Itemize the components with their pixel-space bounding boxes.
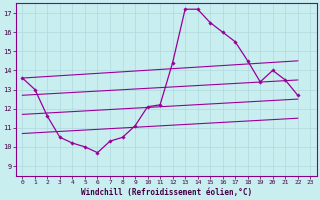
X-axis label: Windchill (Refroidissement éolien,°C): Windchill (Refroidissement éolien,°C) bbox=[81, 188, 252, 197]
